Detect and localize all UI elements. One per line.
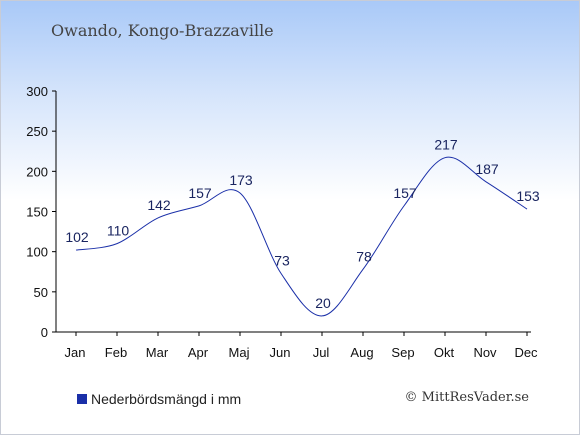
x-tick-label: Mar — [146, 345, 169, 360]
x-tick-label: Dec — [514, 345, 538, 360]
y-tick-label: 300 — [26, 84, 48, 99]
data-label: 110 — [107, 223, 130, 239]
x-tick-label: Okt — [434, 345, 455, 360]
x-tick-label: Jul — [313, 345, 330, 360]
data-label: 173 — [229, 172, 253, 188]
x-tick-label: Sep — [391, 345, 414, 360]
data-label: 217 — [434, 137, 458, 153]
y-tick-label: 150 — [26, 205, 48, 220]
data-label: 157 — [393, 185, 417, 201]
x-tick-label: Aug — [350, 345, 373, 360]
credit-text: © MittResVader.se — [404, 390, 529, 405]
legend-label: Nederbördsmängd i mm — [91, 391, 242, 407]
x-tick-label: Jun — [270, 345, 291, 360]
data-label: 20 — [315, 295, 331, 311]
x-tick-label: Apr — [188, 345, 209, 360]
data-labels: 102 110 142 157 173 73 20 78 157 217 187 153 — [65, 137, 540, 311]
chart-title: Owando, Kongo-Brazzaville — [51, 21, 274, 40]
x-tick-label: Feb — [105, 345, 127, 360]
x-tick-label: Maj — [229, 345, 250, 360]
y-tick-label: 200 — [26, 164, 48, 179]
data-label: 102 — [65, 229, 89, 245]
data-label: 153 — [516, 188, 540, 204]
data-label: 78 — [356, 248, 372, 264]
x-tick-label: Nov — [473, 345, 497, 360]
x-tick-label: Jan — [65, 345, 86, 360]
data-label: 187 — [475, 161, 499, 177]
data-label: 142 — [147, 197, 171, 213]
y-tick-label: 250 — [26, 124, 48, 139]
axes — [52, 90, 531, 336]
y-tick-label: 0 — [41, 325, 48, 340]
data-label: 73 — [274, 252, 290, 268]
series-line — [75, 156, 528, 317]
y-tick-label: 50 — [34, 285, 48, 300]
legend-swatch — [77, 394, 87, 404]
tick-labels: 0 50 100 150 200 250 300 Jan Feb Mar Apr Maj Jun Jul A… — [26, 84, 538, 360]
data-label: 157 — [188, 185, 212, 201]
y-tick-label: 100 — [26, 245, 48, 260]
legend: Nederbördsmängd i mm — [77, 390, 241, 408]
